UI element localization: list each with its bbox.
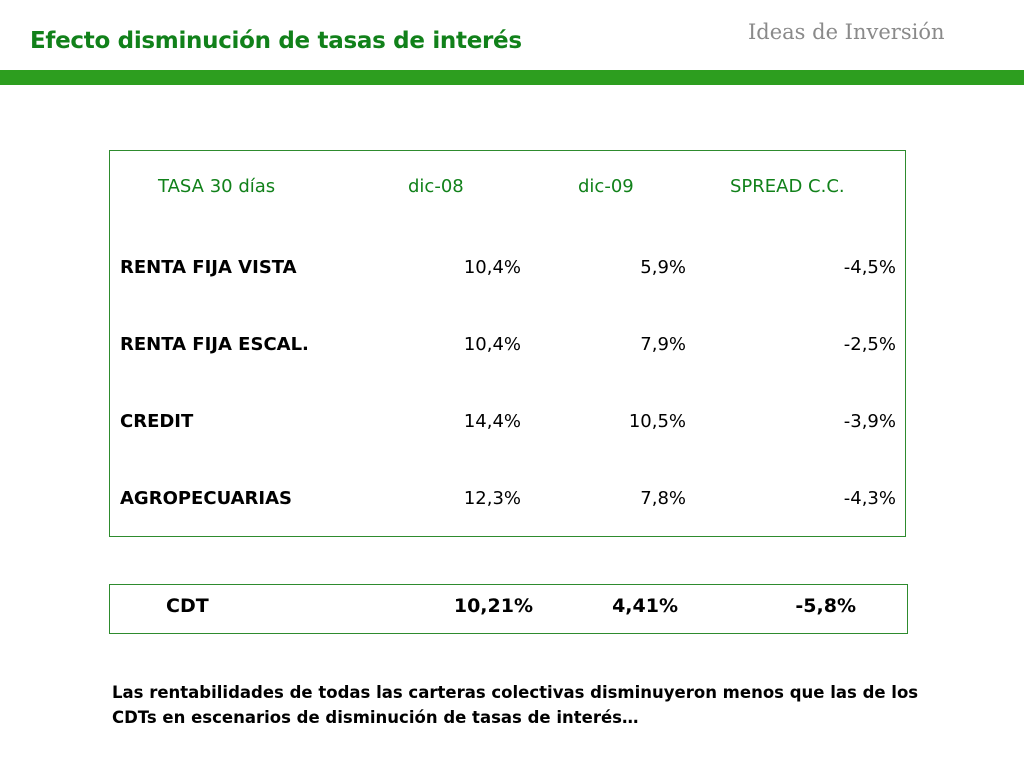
table-cell: 7,9% bbox=[640, 334, 686, 355]
table-cell: 10,4% bbox=[463, 257, 521, 278]
column-header-dic09: dic-09 bbox=[578, 176, 634, 197]
footnote-text: Las rentabilidades de todas las carteras… bbox=[112, 683, 919, 727]
column-header-spread: SPREAD C.C. bbox=[730, 176, 845, 197]
table-cell: 7,8% bbox=[640, 488, 686, 509]
row-label-renta-fija-vista: RENTA FIJA VISTA bbox=[120, 257, 297, 278]
table-cell: 14,4% bbox=[463, 411, 521, 432]
cdt-dic08-value: 10,21% bbox=[453, 595, 533, 617]
slide-title: Efecto disminución de tasas de interés bbox=[30, 28, 522, 54]
table-cell: 12,3% bbox=[463, 488, 521, 509]
cdt-summary-table bbox=[109, 584, 908, 634]
table-cell: 10,4% bbox=[463, 334, 521, 355]
brand-label: Ideas de Inversión bbox=[748, 20, 945, 44]
rates-table bbox=[109, 150, 906, 537]
table-cell: -4,3% bbox=[843, 488, 896, 509]
table-cell: -3,9% bbox=[843, 411, 896, 432]
row-label-agropecuarias: AGROPECUARIAS bbox=[120, 488, 293, 509]
row-label-renta-fija-escal: RENTA FIJA ESCAL. bbox=[120, 334, 309, 355]
row-label-credit: CREDIT bbox=[120, 411, 194, 432]
column-header-tasa: TASA 30 días bbox=[158, 176, 276, 197]
column-header-dic08: dic-08 bbox=[408, 176, 464, 197]
cdt-dic09-value: 4,41% bbox=[612, 595, 678, 617]
table-cell: 5,9% bbox=[640, 257, 686, 278]
cdt-spread-value: -5,8% bbox=[795, 595, 856, 617]
table-cell: -2,5% bbox=[843, 334, 896, 355]
table-cell: 10,5% bbox=[628, 411, 686, 432]
header-divider-bar bbox=[0, 70, 1024, 85]
cdt-label: CDT bbox=[166, 595, 209, 617]
table-cell: -4,5% bbox=[843, 257, 896, 278]
